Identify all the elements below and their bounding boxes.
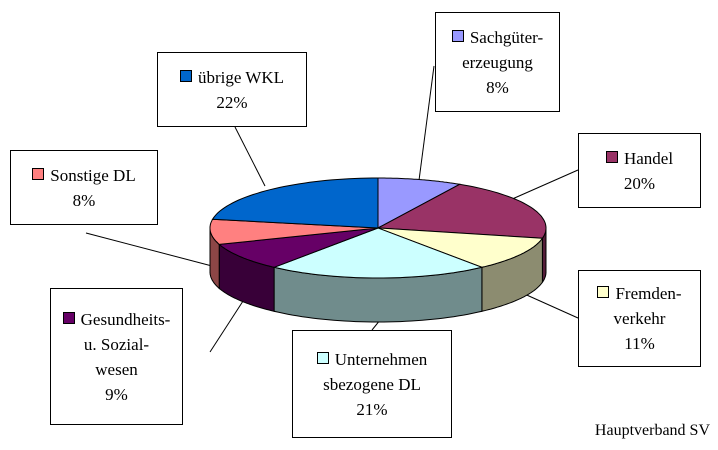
label-box: Sachgüter- erzeugung 8%: [435, 12, 560, 112]
value-label: 20%: [623, 173, 656, 193]
legend-swatch: [179, 69, 192, 82]
slice: [211, 177, 379, 229]
pie-tops: [209, 177, 547, 279]
leader-line: [417, 65, 435, 189]
category-label: Fremden- verkehr: [613, 284, 682, 328]
value-label: 22%: [216, 92, 248, 112]
label-box: übrige WKL 22%: [157, 52, 307, 127]
value-label: 9%: [105, 384, 128, 404]
label-box: Sonstige DL 8%: [10, 150, 158, 225]
legend-swatch: [605, 150, 618, 163]
legend-swatch: [62, 311, 75, 324]
category-label: Gesundheits- u. Sozial- wesen: [80, 309, 171, 379]
slice: [217, 227, 379, 268]
legend-swatch: [597, 286, 610, 298]
category-label: übrige WKL: [197, 67, 285, 87]
label-box: Unternehmen sbezogene DL 21%: [292, 330, 452, 438]
leader-line: [85, 232, 213, 267]
slice: [376, 183, 547, 239]
leader-line: [234, 126, 266, 187]
category-label: Sachgüter- erzeugung: [462, 27, 544, 72]
leader-line: [519, 291, 579, 319]
category-label: Unternehmen sbezogene DL: [323, 349, 428, 394]
leader-line: [209, 297, 246, 353]
value-label: 8%: [486, 77, 509, 97]
legend-entry: Unternehmen sbezogene DL: [316, 347, 428, 397]
slice: [377, 227, 544, 268]
label-box: Fremden- verkehr 11%: [578, 270, 701, 367]
legend-swatch: [32, 167, 45, 180]
slice: [209, 218, 379, 245]
category-label: Handel: [623, 148, 674, 168]
value-label: 11%: [624, 334, 655, 353]
slice: [272, 227, 484, 279]
value-label: 21%: [356, 399, 388, 419]
legend-entry: Sachgüter- erzeugung: [451, 25, 544, 75]
legend-swatch: [451, 29, 464, 42]
label-box: Gesundheits- u. Sozial- wesen 9%: [50, 288, 183, 425]
value-label: 8%: [72, 190, 96, 210]
label-box: Handel 20%: [578, 133, 701, 208]
source: Hauptverband SV: [594, 422, 710, 439]
legend-swatch: [316, 351, 329, 364]
legend-entry: Fremden- verkehr: [597, 281, 682, 331]
slice: [377, 177, 462, 229]
legend-entry: übrige WKL: [179, 65, 285, 90]
legend-entry: Handel: [605, 146, 674, 171]
legend-entry: Sonstige DL: [32, 163, 136, 188]
category-label: Sonstige DL: [50, 165, 136, 185]
leader-lines: [85, 65, 579, 353]
legend-entry: Gesundheits- u. Sozial- wesen: [62, 307, 171, 382]
leader-line: [509, 169, 579, 201]
